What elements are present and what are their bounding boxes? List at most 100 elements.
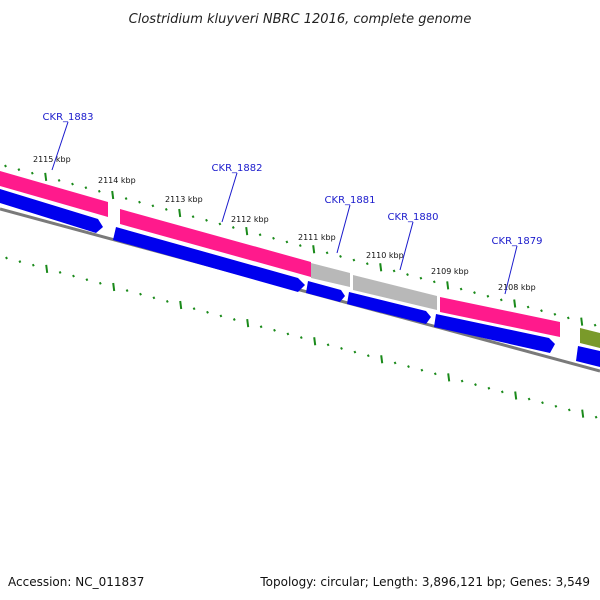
minor-tick <box>138 200 141 204</box>
minor-tick <box>365 262 369 266</box>
minor-tick <box>366 354 370 358</box>
minor-tick <box>433 372 437 376</box>
cds-reverse[interactable] <box>306 281 345 302</box>
minor-tick <box>152 296 156 300</box>
minor-tick <box>566 316 570 320</box>
genome-summary-text: Topology: circular; Length: 3,896,121 bp… <box>259 575 590 589</box>
cds-forward-ckr-1879[interactable] <box>440 297 560 337</box>
cds-forward[interactable] <box>0 171 108 217</box>
gene-label-ckr-1879[interactable]: CKR_1879 <box>492 236 543 247</box>
minor-tick <box>71 182 74 186</box>
cds-reverse[interactable] <box>0 189 103 233</box>
minor-tick <box>460 379 464 383</box>
minor-tick <box>4 164 7 168</box>
minor-tick <box>164 207 168 211</box>
cds-reverse[interactable] <box>113 227 305 292</box>
minor-tick <box>57 179 61 182</box>
cds-forward-ckr-1882[interactable] <box>120 209 311 277</box>
minor-tick <box>540 309 543 313</box>
gene-label-ckr-1882[interactable]: CKR_1882 <box>212 163 263 174</box>
major-tick <box>112 282 116 292</box>
minor-tick <box>273 328 276 332</box>
kbp-label: 2110 kbp <box>366 251 404 260</box>
minor-tick <box>259 325 263 329</box>
cds-forward-olive[interactable] <box>580 328 600 348</box>
major-tick <box>447 373 451 382</box>
major-tick <box>111 190 115 200</box>
minor-tick <box>554 404 558 408</box>
major-tick <box>179 300 183 310</box>
minor-tick <box>593 323 597 327</box>
minor-tick <box>567 408 571 412</box>
minor-tick <box>85 278 89 282</box>
minor-tick <box>206 310 209 314</box>
major-tick <box>313 337 317 346</box>
minor-tick <box>298 244 302 248</box>
gene-label-ckr-1880[interactable]: CKR_1880 <box>388 212 439 223</box>
gene-label-ckr-1881[interactable]: CKR_1881 <box>325 195 376 206</box>
minor-tick <box>232 318 236 321</box>
minor-tick <box>339 255 342 258</box>
minor-tick <box>473 291 476 295</box>
reverse-strand-track <box>0 189 600 367</box>
major-tick <box>581 409 585 418</box>
minor-tick <box>5 256 8 260</box>
minor-tick <box>18 260 22 264</box>
cds-reverse[interactable] <box>434 314 555 353</box>
cds-reverse[interactable] <box>347 292 431 324</box>
minor-tick <box>407 365 410 368</box>
major-tick <box>312 245 316 254</box>
minor-tick <box>31 263 35 267</box>
minor-tick <box>192 307 196 311</box>
forward-strand-track <box>0 171 600 348</box>
minor-tick <box>406 273 409 276</box>
kbp-label: 2112 kbp <box>231 215 269 224</box>
minor-tick <box>325 251 329 255</box>
cds-forward-ckr-1880[interactable] <box>353 275 437 310</box>
minor-tick <box>218 222 222 226</box>
minor-tick <box>98 281 102 285</box>
major-tick <box>446 281 450 290</box>
major-tick <box>45 264 49 273</box>
major-tick <box>245 226 249 236</box>
minor-tick <box>97 189 101 193</box>
minor-tick <box>353 350 357 354</box>
minor-tick <box>474 383 477 387</box>
major-tick <box>580 317 584 326</box>
minor-tick <box>299 336 303 340</box>
kbp-label: 2111 kbp <box>298 233 336 242</box>
minor-tick <box>258 233 262 237</box>
kbp-label: 2108 kbp <box>498 283 536 292</box>
major-tick <box>246 318 250 328</box>
minor-tick <box>459 287 463 291</box>
minor-tick <box>231 226 235 229</box>
minor-tick <box>340 347 343 350</box>
minor-tick <box>72 274 75 278</box>
kbp-label: 2114 kbp <box>98 176 136 185</box>
major-tick <box>380 355 384 364</box>
major-tick <box>178 208 182 218</box>
minor-tick <box>124 197 128 201</box>
minor-tick <box>285 240 289 244</box>
cds-forward-ckr-1881[interactable] <box>311 263 350 287</box>
minor-tick <box>191 215 195 219</box>
minor-tick <box>125 289 129 293</box>
kbp-tick-track-inner <box>5 256 598 419</box>
major-tick <box>379 263 383 272</box>
minor-tick <box>419 276 423 280</box>
accession-text: Accession: NC_011837 <box>8 575 144 589</box>
minor-tick <box>205 218 208 222</box>
minor-tick <box>30 171 34 175</box>
minor-tick <box>326 343 330 347</box>
minor-tick <box>219 314 223 318</box>
kbp-tick-track-outer <box>4 164 597 327</box>
major-tick <box>514 391 518 400</box>
map-title: Clostridium kluyveri NBRC 12016, complet… <box>129 12 472 27</box>
major-tick <box>513 299 517 308</box>
minor-tick <box>58 271 62 274</box>
minor-tick <box>541 401 544 405</box>
minor-tick <box>352 258 356 262</box>
gene-label-ckr-1883[interactable]: CKR_1883 <box>43 112 94 123</box>
cds-reverse[interactable] <box>576 346 600 367</box>
